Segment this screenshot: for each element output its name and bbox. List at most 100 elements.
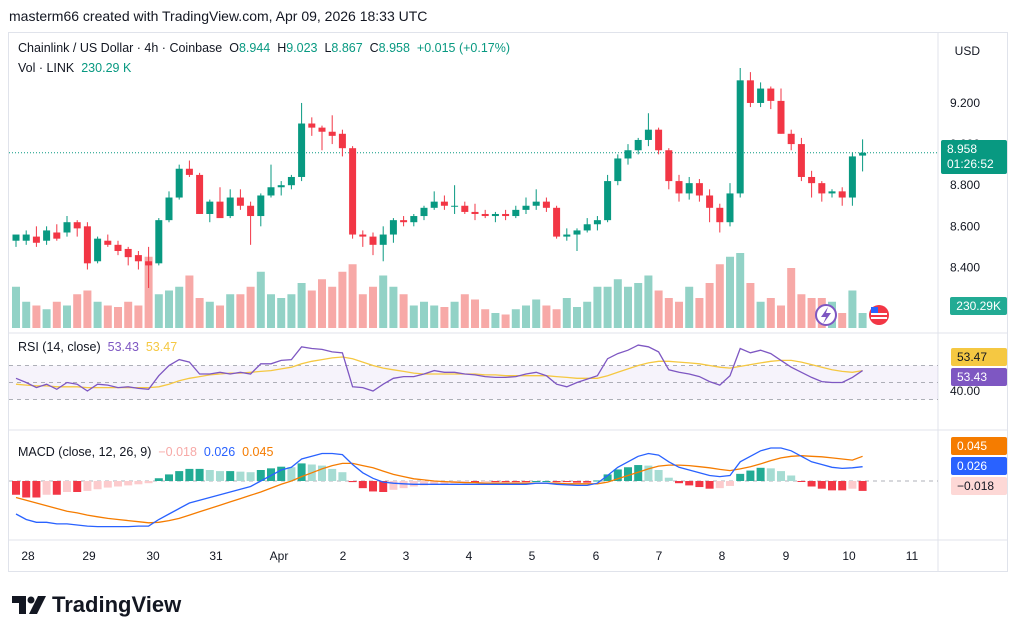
macd-histogram-bar <box>644 465 653 481</box>
time-tick-label: 31 <box>209 549 223 563</box>
volume-bar <box>32 305 41 328</box>
volume-bar <box>644 275 653 328</box>
close-value: 8.958 <box>378 41 410 55</box>
candle-body <box>726 193 734 223</box>
volume-bar <box>797 294 806 328</box>
time-tick-label: 30 <box>146 549 160 563</box>
volume-bar <box>440 307 449 328</box>
candle-body <box>685 183 693 194</box>
candle-body <box>563 234 571 237</box>
macd-histogram-bar <box>369 481 377 492</box>
tradingview-logo-icon <box>12 596 46 614</box>
volume-bar <box>664 298 673 328</box>
candle-body <box>53 232 61 239</box>
flash-icon-bolt <box>821 307 831 324</box>
candle-body <box>481 213 489 217</box>
time-tick-label: 4 <box>466 549 473 563</box>
macd-histogram-bar <box>511 481 520 483</box>
macd-histogram-bar <box>562 481 571 483</box>
time-tick-label: 3 <box>403 549 410 563</box>
volume-bar <box>542 305 551 328</box>
volume-bar <box>613 279 622 328</box>
tradingview-logo[interactable]: TradingView <box>12 592 181 618</box>
time-tick-label: 2 <box>340 549 347 563</box>
volume-bar <box>103 305 112 328</box>
candle-body <box>389 220 397 235</box>
volume-bar <box>603 286 612 328</box>
open-value: 8.944 <box>238 41 271 55</box>
currency-button[interactable]: USD <box>954 44 980 58</box>
macd-histogram-bar <box>664 477 673 481</box>
macd-histogram-bar <box>246 472 255 481</box>
candle-body <box>859 152 867 156</box>
macd-hist-tag: −0.018 <box>951 477 1007 495</box>
macd-signal-value: 0.045 <box>242 445 274 459</box>
macd-histogram-bar <box>695 481 704 488</box>
time-tick-label: 9 <box>783 549 790 563</box>
candle-body <box>736 80 744 194</box>
volume-bar <box>695 298 704 328</box>
candle-body <box>522 205 530 210</box>
candle-body <box>471 211 479 214</box>
candle-body <box>83 226 91 264</box>
macd-histogram-bar <box>318 465 326 481</box>
rsi-ma-value: 53.47 <box>145 340 178 354</box>
time-tick-label: 6 <box>593 549 600 563</box>
volume-bar <box>807 298 816 328</box>
volume-bar <box>593 286 602 328</box>
volume-bar <box>93 301 102 328</box>
volume-tag: 230.29K <box>950 297 1007 315</box>
candle-body <box>461 205 469 212</box>
candle-body <box>12 234 20 241</box>
macd-histogram-bar <box>430 481 439 485</box>
volume-bar <box>481 309 490 328</box>
candle-body <box>328 131 336 136</box>
volume-bar <box>185 275 194 328</box>
time-tick-label: 7 <box>656 549 663 563</box>
macd-histogram-bar <box>736 473 745 481</box>
macd-histogram-bar <box>73 481 82 492</box>
macd-histogram-bar <box>481 481 490 483</box>
macd-histogram-bar <box>195 468 204 481</box>
candle-body <box>114 244 122 251</box>
candle-body <box>104 240 112 245</box>
volume-bar <box>460 294 469 328</box>
volume-bar <box>522 305 530 328</box>
volume-bar <box>583 301 592 328</box>
candle-body <box>236 197 244 206</box>
time-tick-label: Apr <box>270 549 289 563</box>
candle-body <box>216 201 224 219</box>
candle-body <box>63 222 71 233</box>
chart-frame[interactable] <box>8 32 1008 572</box>
candle-body <box>614 158 622 182</box>
candle-body <box>440 201 448 206</box>
macd-histogram-bar <box>267 468 275 481</box>
macd-histogram-bar <box>216 471 224 481</box>
volume-bar <box>287 294 296 328</box>
volume-bar <box>675 301 683 328</box>
volume-bar <box>766 298 775 328</box>
rsi-ma-line <box>15 356 863 389</box>
candle-body <box>675 181 683 194</box>
candle-body <box>777 100 785 134</box>
macd-histogram-bar <box>236 471 245 481</box>
candle-body <box>695 183 703 196</box>
macd-histogram-bar <box>420 481 428 486</box>
candle-body <box>502 213 510 217</box>
candle-body <box>410 216 418 223</box>
macd-histogram-bar <box>471 481 479 483</box>
price-tick-label: 9.200 <box>950 96 980 110</box>
candle-body <box>379 234 387 245</box>
brand-name: TradingView <box>52 592 182 617</box>
macd-signal-tag: 0.045 <box>951 437 1007 455</box>
macd-histogram-bar <box>715 481 724 489</box>
volume-bar <box>471 299 479 328</box>
macd-histogram-bar <box>787 475 796 481</box>
candle-body <box>757 88 765 103</box>
macd-histogram-bar <box>634 465 643 481</box>
macd-histogram-bar <box>593 480 602 482</box>
us-flag-stripe <box>871 317 887 319</box>
macd-histogram-bar <box>746 470 755 481</box>
rsi-legend: RSI (14, close) 53.43 53.47 <box>18 340 178 354</box>
